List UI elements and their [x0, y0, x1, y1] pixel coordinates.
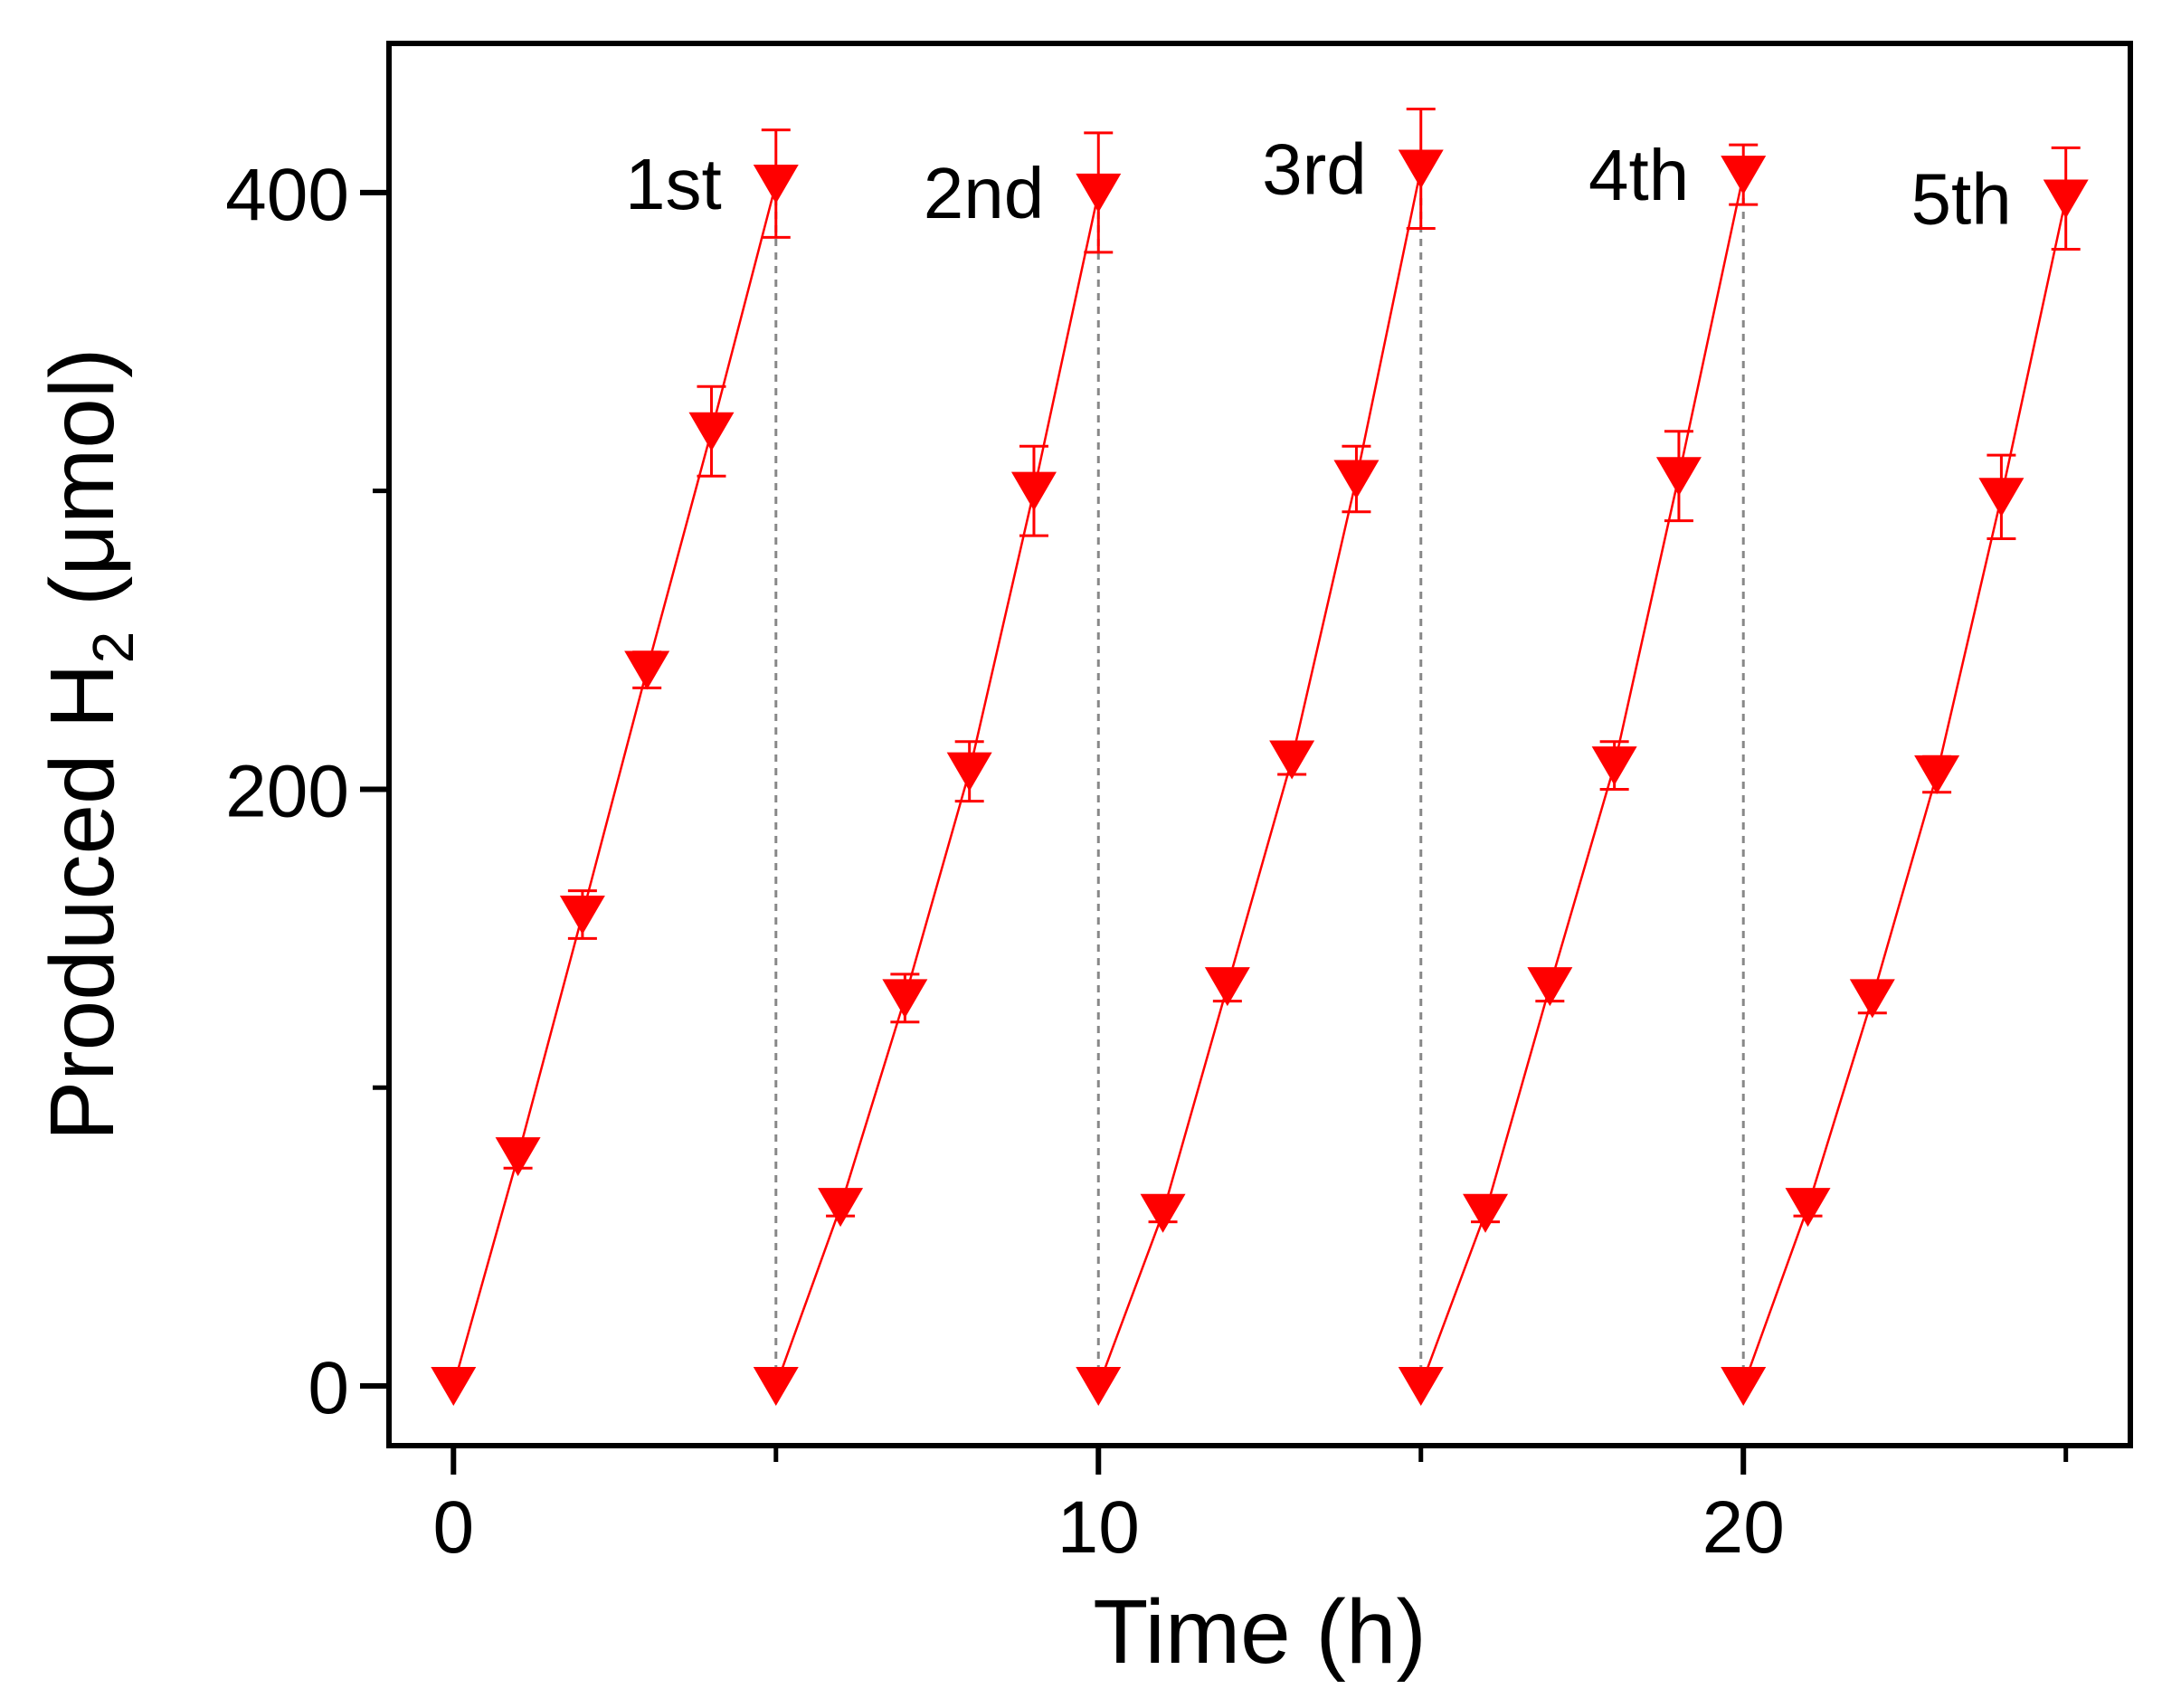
data-point-marker	[1269, 740, 1315, 780]
data-point-marker	[431, 1367, 477, 1407]
cycle-label: 1st	[625, 144, 722, 224]
data-point-marker	[1398, 1367, 1444, 1407]
y-axis-label-main: Produced H	[32, 663, 133, 1141]
plot-area: 1st 2nd 3rd 4th 5th	[431, 108, 2089, 1407]
data-point-marker	[1849, 979, 1895, 1019]
data-point-marker	[818, 1188, 864, 1228]
cycle-label: 2nd	[924, 153, 1044, 233]
series-line	[774, 192, 1100, 1387]
y-tick-label: 0	[308, 1347, 349, 1429]
data-point-marker	[624, 650, 670, 690]
data-point-marker	[946, 752, 992, 792]
cycle-label: 3rd	[1262, 129, 1367, 210]
data-point-marker	[1204, 967, 1250, 1007]
series-line	[1742, 198, 2067, 1387]
series-line	[452, 183, 777, 1387]
data-point-marker	[1655, 457, 1702, 497]
data-point-marker	[559, 895, 605, 935]
data-point-marker	[1463, 1193, 1509, 1233]
data-point-marker	[1721, 156, 1767, 195]
data-point-marker	[1333, 460, 1380, 499]
data-point-marker	[1978, 478, 2025, 517]
data-point-marker	[495, 1137, 541, 1177]
y-tick-label: 400	[225, 154, 349, 236]
series-line	[1097, 168, 1422, 1387]
x-tick-label: 0	[432, 1486, 474, 1569]
x-tick-label: 10	[1057, 1486, 1140, 1569]
data-point-marker	[1076, 1367, 1122, 1407]
data-point-marker	[753, 165, 799, 204]
data-point-marker	[1785, 1188, 1831, 1228]
y-axis-label-unit: (μmol)	[32, 348, 133, 631]
data-point-marker	[1721, 1367, 1767, 1407]
data-point-marker	[1914, 754, 1960, 794]
data-point-marker	[1527, 967, 1573, 1007]
x-axis-label: Time (h)	[1093, 1581, 1427, 1683]
plot-frame	[386, 41, 2133, 1448]
series-line	[1419, 174, 1745, 1387]
data-point-marker	[1076, 173, 1122, 213]
y-tick-label: 200	[225, 750, 349, 832]
data-point-marker	[688, 412, 735, 451]
data-point-marker	[1140, 1193, 1186, 1233]
data-point-marker	[1398, 149, 1444, 189]
data-point-marker	[753, 1367, 799, 1407]
x-tick-label: 20	[1702, 1486, 1785, 1569]
y-axis-label: Produced H2 (μmol)	[32, 348, 146, 1142]
data-point-marker	[882, 979, 928, 1019]
data-point-marker	[2043, 179, 2089, 219]
cycle-label: 4th	[1588, 135, 1689, 215]
data-point-marker	[1010, 471, 1057, 511]
data-point-marker	[1591, 746, 1637, 786]
y-axis-label-subscript: 2	[81, 631, 146, 664]
cycle-label: 5th	[1911, 158, 2011, 239]
